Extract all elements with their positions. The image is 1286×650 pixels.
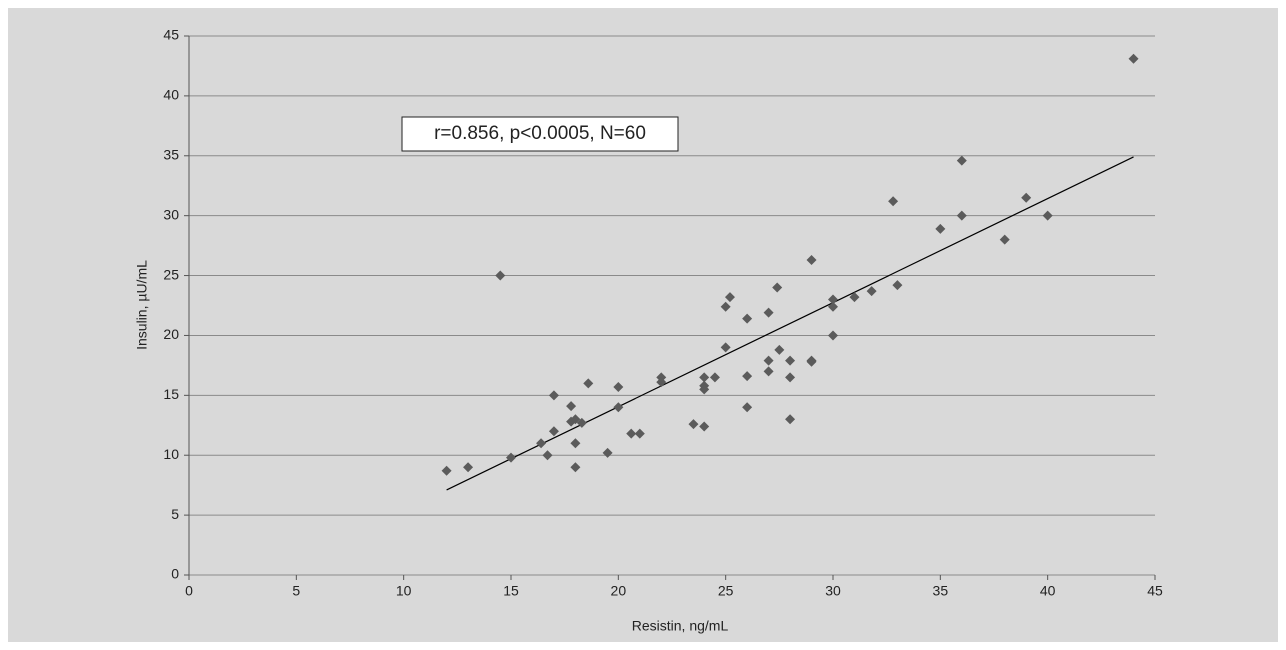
- annotation-box: [401, 116, 679, 152]
- point: [566, 401, 577, 412]
- point: [699, 384, 710, 395]
- y-tick-label: 45: [163, 27, 179, 43]
- point: [828, 301, 838, 312]
- x-tick-label: 45: [1147, 583, 1163, 599]
- x-tick-label: 25: [718, 583, 734, 599]
- point: [772, 282, 783, 293]
- point: [742, 313, 753, 324]
- point: [542, 450, 553, 461]
- y-tick-label: 15: [163, 386, 179, 402]
- point: [763, 355, 774, 366]
- x-tick-label: 5: [292, 583, 300, 599]
- annotation: r=0.856, p<0.0005, N=60: [434, 123, 646, 144]
- point: [709, 372, 720, 383]
- y-tick-label: 5: [171, 506, 179, 522]
- point: [785, 372, 796, 383]
- point: [828, 294, 838, 305]
- point: [785, 355, 796, 366]
- point: [583, 378, 594, 389]
- point: [956, 210, 967, 221]
- point: [634, 428, 645, 439]
- point: [688, 419, 699, 430]
- point: [1128, 53, 1139, 64]
- y-tick-label: 35: [163, 146, 179, 162]
- point: [613, 381, 624, 392]
- point: [724, 292, 735, 303]
- y-axis-label: Insulin, µU/mL: [134, 260, 150, 350]
- point: [806, 356, 817, 367]
- point: [463, 462, 474, 473]
- y-tick-label: 10: [163, 446, 179, 462]
- point: [495, 270, 506, 281]
- point: [999, 234, 1010, 245]
- point: [656, 377, 667, 388]
- x-tick-label: 35: [933, 583, 949, 599]
- y-tick-label: 20: [163, 326, 179, 342]
- x-tick-label: 15: [503, 583, 519, 599]
- x-tick-label: 10: [396, 583, 412, 599]
- point: [763, 307, 774, 318]
- trendline: [446, 156, 1134, 491]
- x-axis-label: Resistin, ng/mL: [632, 618, 729, 634]
- point: [506, 452, 516, 463]
- x-tick-label: 30: [825, 583, 841, 599]
- x-tick-label: 0: [185, 583, 193, 599]
- point: [699, 421, 710, 432]
- point: [570, 414, 581, 425]
- point: [536, 438, 547, 449]
- point: [1021, 192, 1032, 203]
- point: [570, 438, 581, 449]
- y-tick-label: 40: [163, 87, 179, 103]
- point: [849, 292, 860, 303]
- point: [763, 366, 774, 377]
- point: [742, 371, 753, 382]
- point: [602, 447, 613, 458]
- point: [1042, 210, 1053, 221]
- point: [570, 462, 581, 473]
- point: [576, 417, 587, 428]
- point: [828, 330, 838, 341]
- point: [626, 428, 637, 439]
- point: [548, 390, 559, 401]
- y-tick-label: 0: [171, 566, 179, 582]
- point: [548, 426, 559, 437]
- point: [720, 301, 731, 312]
- point: [720, 342, 731, 353]
- y-tick-label: 30: [163, 206, 179, 222]
- point: [806, 254, 817, 265]
- point: [956, 155, 967, 166]
- x-tick-label: 40: [1040, 583, 1056, 599]
- point: [441, 465, 452, 476]
- point: [785, 414, 796, 425]
- x-tick-label: 20: [611, 583, 627, 599]
- point: [888, 196, 899, 207]
- point: [613, 402, 624, 413]
- point: [742, 402, 753, 413]
- y-tick-label: 25: [163, 266, 179, 282]
- point: [774, 344, 785, 355]
- point: [866, 286, 877, 297]
- point: [699, 372, 710, 383]
- chart-background: [8, 8, 1278, 642]
- point: [892, 280, 903, 291]
- point: [935, 223, 946, 234]
